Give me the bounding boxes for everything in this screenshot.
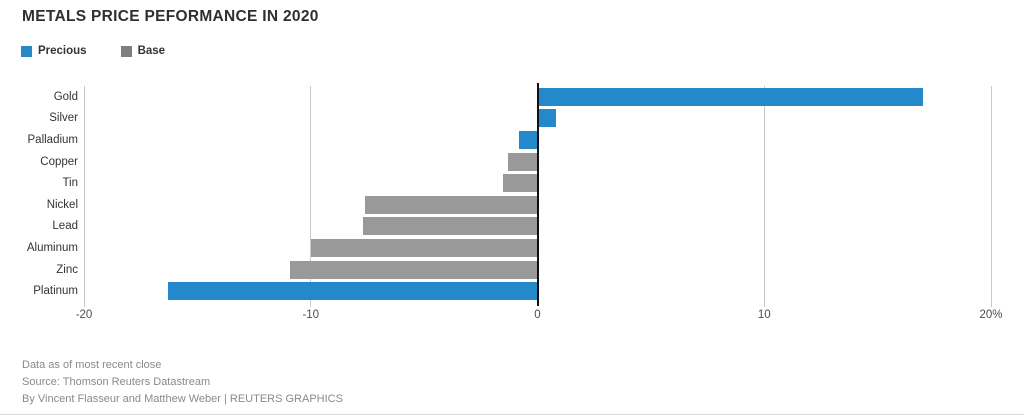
bar-chart-plot: -20 -10 0 10 20% Gold Silver Palladium Copper Tin… (0, 80, 1024, 330)
category-label-aluminum: Aluminum (26, 242, 78, 254)
bar-aluminum (310, 239, 538, 257)
gridline-20% (990, 86, 992, 307)
legend-swatch-base-icon (120, 45, 132, 57)
category-label-lead: Lead (52, 220, 78, 233)
x-tick-label-10: 10 (757, 309, 771, 321)
bar-zinc (290, 260, 538, 279)
bar-platinum (167, 282, 538, 301)
gridline-10 (763, 86, 765, 307)
category-label-gold: Gold (53, 90, 78, 103)
bar-nickel (365, 195, 538, 214)
footer-note-source: Source: Thomson Reuters Datastream (22, 376, 211, 388)
category-label-silver: Silver (49, 112, 78, 125)
legend-swatch-precious-icon (21, 45, 32, 57)
legend: Precious Base (21, 45, 165, 57)
bar-silver (537, 109, 556, 128)
legend-item-precious: Precious (21, 45, 87, 57)
bar-gold (537, 87, 923, 106)
legend-label: Precious (38, 45, 87, 57)
chart-title: METALS PRICE PEFORMANCE IN 2020 (22, 8, 319, 25)
x-tick-label--10: -10 (302, 309, 320, 321)
gridline--10 (310, 86, 312, 307)
x-tick-label-0: 0 (534, 309, 541, 321)
category-label-zinc: Zinc (56, 263, 78, 276)
category-label-nickel: Nickel (46, 198, 78, 211)
category-label-platinum: Platinum (33, 285, 78, 298)
bar-palladium (519, 131, 538, 149)
category-label-tin: Tin (62, 177, 78, 190)
legend-label: Base (137, 45, 166, 57)
footer-note-byline: By Vincent Flasseur and Matthew Weber | … (22, 393, 343, 405)
bar-lead (362, 217, 538, 236)
x-tick-label-20pct: 20% (979, 309, 1003, 321)
footer-notes: Data as of most recent close Source: Tho… (22, 357, 343, 408)
bar-copper (508, 152, 538, 171)
bar-tin (503, 174, 538, 193)
zero-axis-line (536, 83, 539, 306)
footer-note-data-asof: Data as of most recent close (22, 359, 162, 371)
category-label-copper: Copper (40, 155, 78, 168)
x-tick-label--20: -20 (75, 309, 93, 321)
category-label-palladium: Palladium (27, 134, 79, 146)
legend-item-base: Base (120, 45, 166, 57)
gridline--20 (83, 86, 85, 307)
